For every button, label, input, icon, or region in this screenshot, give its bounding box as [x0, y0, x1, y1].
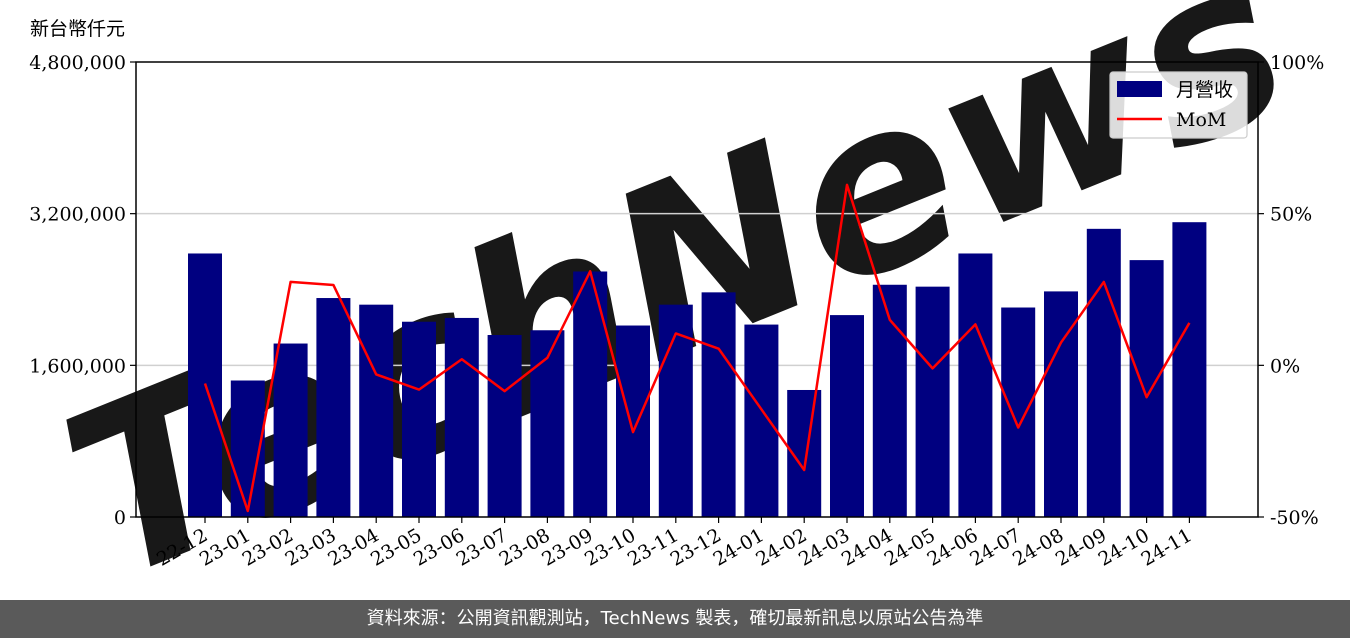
revenue-bar	[444, 317, 479, 517]
revenue-bar	[1129, 260, 1164, 517]
revenue-bar	[872, 284, 907, 517]
source-footer: 資料來源：公開資訊觀測站，TechNews 製表，確切最新訊息以原站公告為準	[0, 600, 1350, 638]
revenue-bar	[658, 304, 693, 517]
revenue-bar	[701, 292, 736, 517]
revenue-bar	[359, 304, 394, 517]
revenue-chart: TechNews 01,600,0003,200,0004,800,000-50…	[29, 0, 1324, 600]
mom-line	[203, 183, 1191, 513]
legend-swatch-revenue	[1117, 81, 1162, 97]
left-tick-label: 3,200,000	[29, 204, 126, 226]
left-tick-label: 1,600,000	[29, 355, 126, 377]
revenue-bar	[316, 298, 351, 517]
bar-series	[188, 222, 1207, 518]
left-tick-label: 4,800,000	[29, 52, 126, 74]
revenue-bar	[487, 335, 522, 517]
right-tick-label: -50%	[1270, 507, 1319, 529]
left-tick-label: 0	[114, 507, 126, 529]
y-axis-unit-label: 新台幣仟元	[30, 18, 126, 40]
revenue-bar	[1172, 222, 1207, 517]
revenue-bar	[830, 315, 864, 517]
right-tick-label: 100%	[1270, 52, 1324, 74]
revenue-bar	[915, 286, 950, 517]
right-tick-label: 50%	[1270, 204, 1312, 226]
revenue-bar	[744, 324, 779, 517]
revenue-bar	[1001, 307, 1036, 517]
revenue-bar	[402, 321, 436, 517]
x-tick-label: 24-11	[1137, 524, 1195, 570]
legend-label-revenue: 月營收	[1176, 79, 1233, 101]
right-tick-label: 0%	[1270, 355, 1300, 377]
revenue-bar	[273, 343, 308, 517]
legend: 月營收 MoM	[1109, 71, 1248, 139]
revenue-bar	[573, 271, 608, 517]
revenue-bar	[616, 325, 650, 517]
mom-line-series	[203, 183, 1191, 513]
revenue-bar	[1044, 291, 1078, 517]
chart-area: 新台幣仟元 TechNews 0 1,600,000 3,200,000 4,800,…	[29, 0, 1324, 600]
revenue-bar	[530, 330, 565, 517]
plot-frame	[135, 61, 1259, 518]
revenue-bar	[1086, 228, 1121, 518]
legend-label-mom: MoM	[1176, 109, 1226, 131]
revenue-bar	[958, 253, 993, 517]
